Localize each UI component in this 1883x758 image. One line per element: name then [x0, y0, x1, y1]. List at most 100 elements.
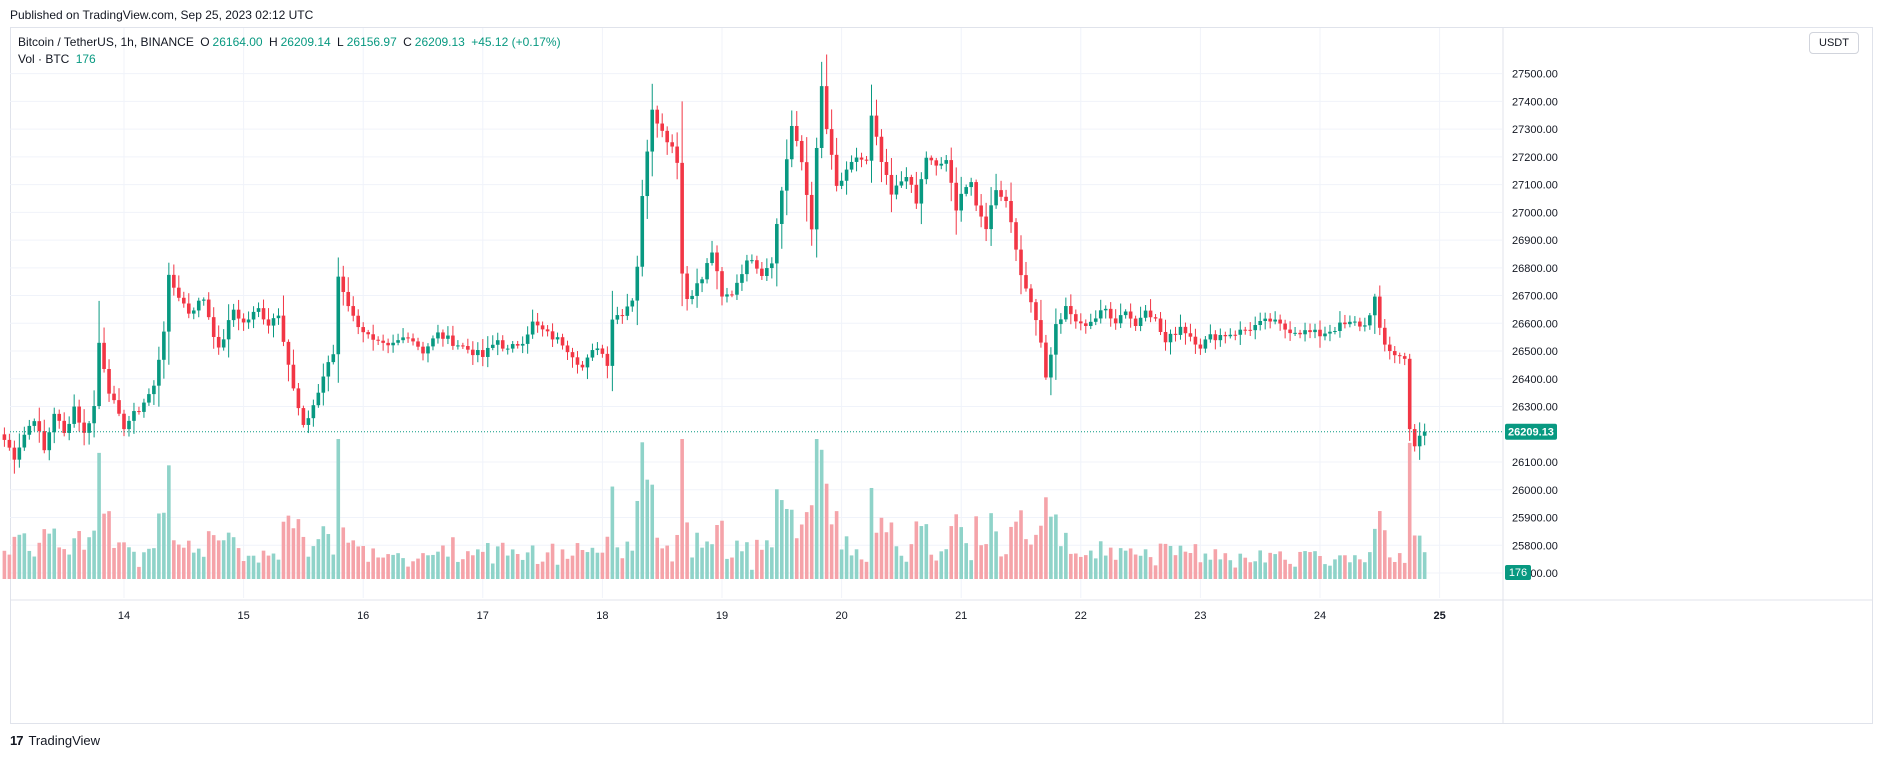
volume-bar [939, 551, 944, 579]
candle-body [216, 336, 221, 348]
volume-bar [695, 532, 699, 579]
volume-bar [1343, 555, 1347, 579]
candle-body [191, 310, 196, 314]
candle-body [296, 388, 301, 409]
volume-bar [1004, 554, 1008, 579]
candle-body [211, 317, 216, 337]
volume-bar [650, 484, 655, 579]
volume-bar [1039, 525, 1043, 579]
volume-bar [306, 556, 311, 579]
candle-body [914, 184, 919, 204]
volume-bar [52, 528, 57, 579]
candle-body [775, 223, 779, 264]
volume-bar [520, 559, 525, 579]
candle-body [1208, 334, 1213, 340]
candle-body [490, 344, 495, 348]
candle-body [62, 420, 66, 433]
volume-bar [665, 545, 669, 579]
volume-bar [809, 505, 814, 579]
candle-body [346, 291, 351, 307]
candle-body [1238, 329, 1243, 335]
time-tick-label: 14 [118, 610, 130, 622]
candle-body [1412, 429, 1417, 447]
volume-bar [1288, 563, 1292, 579]
candle-body [1049, 354, 1053, 378]
symbol-title[interactable]: Bitcoin / TetherUS, 1h, BINANCE [18, 35, 194, 49]
volume-bar [42, 529, 47, 579]
open-value: 26164.00 [212, 35, 263, 49]
candle-body [1153, 317, 1158, 319]
volume-label[interactable]: Vol · BTC [18, 52, 70, 66]
volume-bar [1283, 559, 1287, 579]
candle-body [575, 357, 580, 365]
candle-body [37, 421, 42, 432]
volume-bar [1333, 559, 1337, 579]
currency-button[interactable]: USDT [1809, 32, 1859, 54]
candle-body [700, 279, 704, 284]
volume-bar [560, 549, 565, 579]
price-tick-label: 27200.00 [1512, 152, 1558, 164]
volume-bar [132, 551, 136, 579]
candle-body [376, 339, 380, 341]
candle-body [1273, 319, 1277, 322]
volume-bar [102, 513, 106, 579]
volume-bar [196, 548, 201, 579]
candle-body [281, 315, 286, 342]
volume-bar [1059, 546, 1063, 579]
volume-bar [346, 542, 351, 579]
candle-body [32, 421, 37, 426]
price-tick-label: 26800.00 [1512, 263, 1558, 275]
volume-bar [1064, 532, 1068, 579]
candle-body [705, 263, 709, 280]
volume-bar [620, 558, 625, 579]
candle-body [929, 157, 934, 161]
candle-body [451, 335, 455, 346]
volume-bar [12, 536, 17, 579]
price-tick-label: 27300.00 [1512, 124, 1558, 136]
volume-bar [1273, 554, 1277, 579]
candle-body [167, 274, 171, 332]
volume-bar [87, 537, 91, 579]
candle-body [1363, 325, 1367, 327]
volume-bar [804, 512, 809, 579]
volume-bar [645, 479, 650, 579]
candle-body [1402, 356, 1407, 359]
volume-bar [1208, 559, 1213, 579]
candle-body [221, 339, 226, 348]
volume-bar [585, 552, 590, 579]
volume-bar [515, 554, 520, 579]
candle-body [1338, 322, 1342, 331]
candle-body [839, 180, 844, 186]
candle-body [1133, 318, 1138, 326]
candle-body [789, 125, 794, 160]
volume-bar [2, 550, 7, 579]
volume-bar [745, 542, 749, 579]
volume-bar [874, 532, 879, 579]
time-tick-label: 18 [596, 610, 608, 622]
candle-body [829, 129, 834, 155]
candle-body [884, 162, 889, 175]
candle-body [1298, 332, 1302, 335]
candle-body [1069, 306, 1073, 315]
candle-body [371, 334, 375, 340]
volume-bar [799, 524, 804, 579]
volume-bar [829, 524, 834, 579]
chart-frame[interactable] [10, 27, 1873, 724]
candle-body [426, 346, 430, 354]
volume-bar [256, 562, 261, 579]
candle-body [685, 273, 689, 300]
candle-body [1303, 330, 1307, 335]
candle-body [1183, 326, 1188, 334]
price-tick-label: 26700.00 [1512, 291, 1558, 303]
footer-brand[interactable]: TradingView [28, 733, 101, 748]
candle-body [1079, 321, 1083, 324]
candle-body [605, 353, 610, 366]
candle-body [620, 315, 625, 317]
price-tick-label: 26400.00 [1512, 374, 1558, 386]
candle-body [595, 348, 600, 351]
candle-body [42, 431, 47, 451]
candle-body [854, 157, 859, 162]
volume-bar [411, 561, 415, 579]
candle-body [899, 181, 904, 186]
